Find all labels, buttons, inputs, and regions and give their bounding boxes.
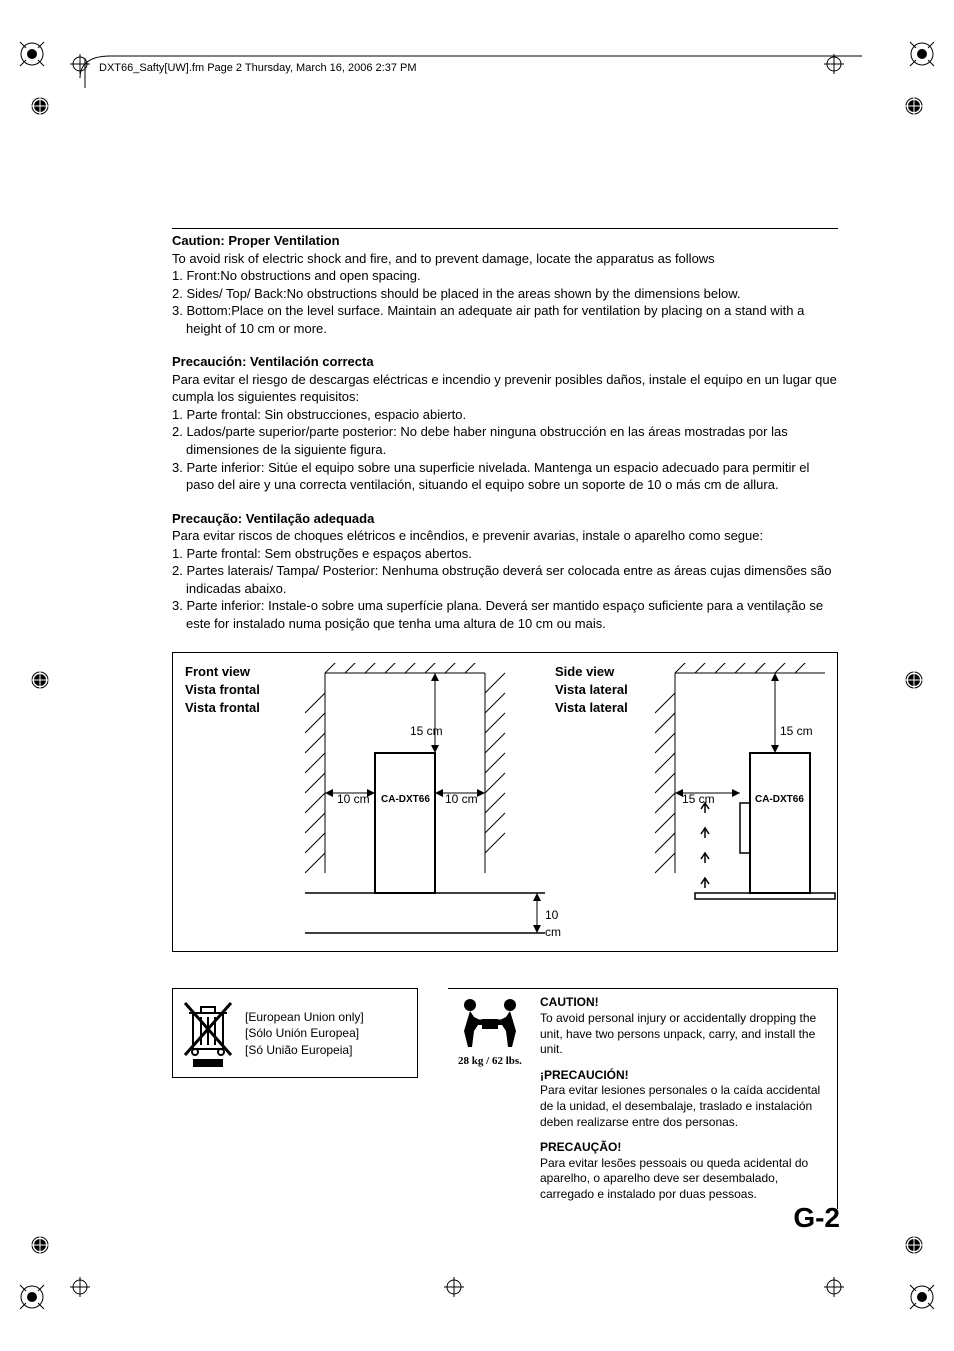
top-divider — [172, 228, 838, 229]
crosshair-icon — [30, 1235, 50, 1255]
carry-weight: 28 kg / 62 lbs. — [448, 1054, 532, 1069]
reg-mark-icon — [908, 1283, 936, 1311]
section-es-intro: Para evitar el riesgo de descargas eléct… — [172, 371, 838, 406]
section-en-intro: To avoid risk of electric shock and fire… — [172, 250, 838, 268]
section-pt: Precaução: Ventilação adequada Para evit… — [172, 510, 838, 633]
front-unit-label: CA-DXT66 — [381, 793, 430, 807]
section-pt-title: Precaução: Ventilação adequada — [172, 510, 838, 528]
side-unit-label: CA-DXT66 — [755, 793, 804, 807]
two-person-carry-icon: 28 kg / 62 lbs. — [448, 995, 532, 1202]
section-es: Precaución: Ventilación correcta Para ev… — [172, 353, 838, 493]
weee-bin-icon — [179, 997, 237, 1069]
page-header-text: DXT66_Safty[UW].fm Page 2 Thursday, Marc… — [99, 62, 417, 74]
crosshair-icon — [904, 96, 924, 116]
reg-mark-icon — [18, 1283, 46, 1311]
side-view-block: Side view Vista lateral Vista lateral — [555, 663, 815, 943]
carry-en-body: To avoid personal injury or accidentally… — [540, 1011, 827, 1058]
section-es-item: 3. Parte inferior: Sitúe el equipo sobre… — [172, 459, 838, 494]
ventilation-diagram: Front view Vista frontal Vista frontal — [172, 652, 838, 952]
crosshair-icon — [30, 670, 50, 690]
crosshair-icon — [904, 1235, 924, 1255]
carry-pt-body: Para evitar lesões pessoais ou queda aci… — [540, 1156, 827, 1203]
section-en: Caution: Proper Ventilation To avoid ris… — [172, 232, 838, 337]
carry-es-body: Para evitar lesiones personales o la caí… — [540, 1083, 827, 1130]
front-left-dim: 10 cm — [337, 791, 370, 807]
section-pt-item: 1. Parte frontal: Sem obstruções e espaç… — [172, 545, 838, 563]
eu-text-es: [Sólo Unión Europea] — [245, 1025, 364, 1041]
side-left-dim: 15 cm — [682, 791, 715, 807]
carry-caution-box: 28 kg / 62 lbs. CAUTION! To avoid person… — [448, 988, 838, 1208]
section-es-title: Precaución: Ventilación correcta — [172, 353, 838, 371]
section-en-item: 2. Sides/ Top/ Back:No obstructions shou… — [172, 285, 838, 303]
front-view-block: Front view Vista frontal Vista frontal — [185, 663, 535, 943]
section-es-item: 2. Lados/parte superior/parte posterior:… — [172, 423, 838, 458]
section-pt-intro: Para evitar riscos de choques elétricos … — [172, 527, 838, 545]
section-en-item: 3. Bottom:Place on the level surface. Ma… — [172, 302, 838, 337]
front-right-dim: 10 cm — [445, 791, 478, 807]
eu-text-en: [European Union only] — [245, 1009, 364, 1025]
eu-text-pt: [Só União Europeia] — [245, 1042, 364, 1058]
crosshair-icon — [824, 1277, 844, 1297]
crosshair-icon — [70, 1277, 90, 1297]
crosshair-icon — [444, 1277, 464, 1297]
reg-mark-icon — [18, 40, 46, 68]
carry-en-title: CAUTION! — [540, 995, 827, 1011]
section-en-item: 1. Front:No obstructions and open spacin… — [172, 267, 838, 285]
front-top-dim: 15 cm — [410, 723, 443, 739]
section-pt-item: 3. Parte inferior: Instale-o sobre uma s… — [172, 597, 838, 632]
section-es-item: 1. Parte frontal: Sin obstrucciones, esp… — [172, 406, 838, 424]
section-pt-item: 2. Partes laterais/ Tampa/ Posterior: Ne… — [172, 562, 838, 597]
section-en-title: Caution: Proper Ventilation — [172, 232, 838, 250]
crosshair-icon — [30, 96, 50, 116]
side-top-dim: 15 cm — [780, 723, 813, 739]
crosshair-icon — [904, 670, 924, 690]
weee-box: [European Union only] [Sólo Unión Europe… — [172, 988, 418, 1078]
carry-pt-title: PRECAUÇÃO! — [540, 1140, 827, 1156]
page-number: G-2 — [793, 1202, 840, 1234]
carry-es-title: ¡PRECAUCIÓN! — [540, 1068, 827, 1084]
reg-mark-icon — [908, 40, 936, 68]
